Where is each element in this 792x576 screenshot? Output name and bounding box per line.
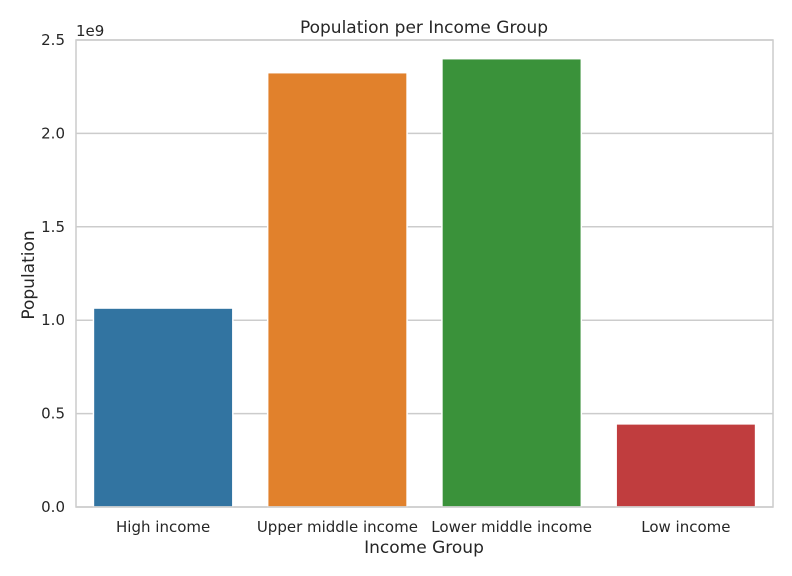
y-axis-offset-label: 1e9 [76, 22, 104, 40]
y-axis-ticks: 0.0 0.5 1.0 1.5 2.0 2.5 [41, 31, 65, 516]
bar-low-income [615, 423, 757, 508]
x-tick-label: Upper middle income [257, 518, 418, 536]
x-tick-label: Lower middle income [431, 518, 592, 536]
y-tick-label: 0.0 [41, 498, 65, 516]
x-tick-label: High income [116, 518, 210, 536]
y-tick-label: 1.5 [41, 218, 65, 236]
y-tick-label: 1.0 [41, 311, 65, 329]
y-tick-label: 2.5 [41, 31, 65, 49]
bar-upper-middle-income [266, 71, 408, 508]
bar-high-income [92, 307, 234, 508]
chart-title: Population per Income Group [300, 18, 548, 38]
bars [92, 57, 757, 508]
bar-lower-middle-income [441, 57, 583, 508]
y-tick-label: 0.5 [41, 405, 65, 423]
plot-frame [75, 39, 774, 508]
x-axis-ticks: High income Upper middle income Lower midd… [116, 518, 730, 536]
x-axis-label: Income Group [364, 538, 484, 558]
y-tick-label: 2.0 [41, 124, 65, 142]
x-tick-label: Low income [641, 518, 730, 536]
y-axis-label: Population [19, 230, 39, 319]
